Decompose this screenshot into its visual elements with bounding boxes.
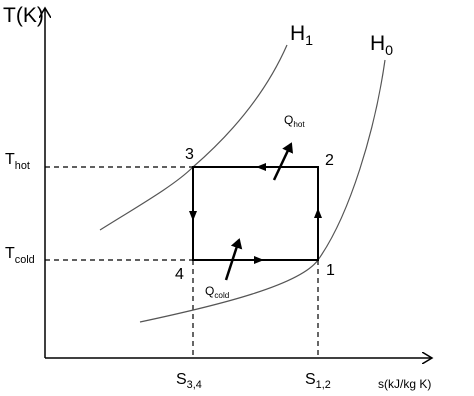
entropy-label: S3,4 bbox=[176, 371, 202, 391]
guides bbox=[45, 166, 319, 358]
state-label: 1 bbox=[326, 262, 335, 279]
q-hot-arrow bbox=[272, 142, 294, 181]
heat-label: Qcold bbox=[205, 284, 230, 300]
cycle bbox=[192, 166, 319, 261]
curve-label: H0 bbox=[370, 32, 393, 59]
state-label: 2 bbox=[325, 152, 334, 169]
x-axis-label: s(kJ/kg K) bbox=[378, 377, 431, 391]
state-label: 4 bbox=[175, 266, 184, 283]
cycle-arrows bbox=[189, 163, 322, 264]
entropy-label: S1,2 bbox=[305, 371, 331, 391]
state-label: 3 bbox=[185, 146, 194, 163]
curve-label: H1 bbox=[290, 22, 313, 49]
level-label: Tcold bbox=[5, 245, 35, 266]
y-axis-label: T(K) bbox=[3, 4, 44, 27]
heat-label: Qhot bbox=[284, 113, 305, 129]
q-cold-arrow bbox=[224, 238, 243, 281]
level-label: Thot bbox=[5, 151, 30, 172]
